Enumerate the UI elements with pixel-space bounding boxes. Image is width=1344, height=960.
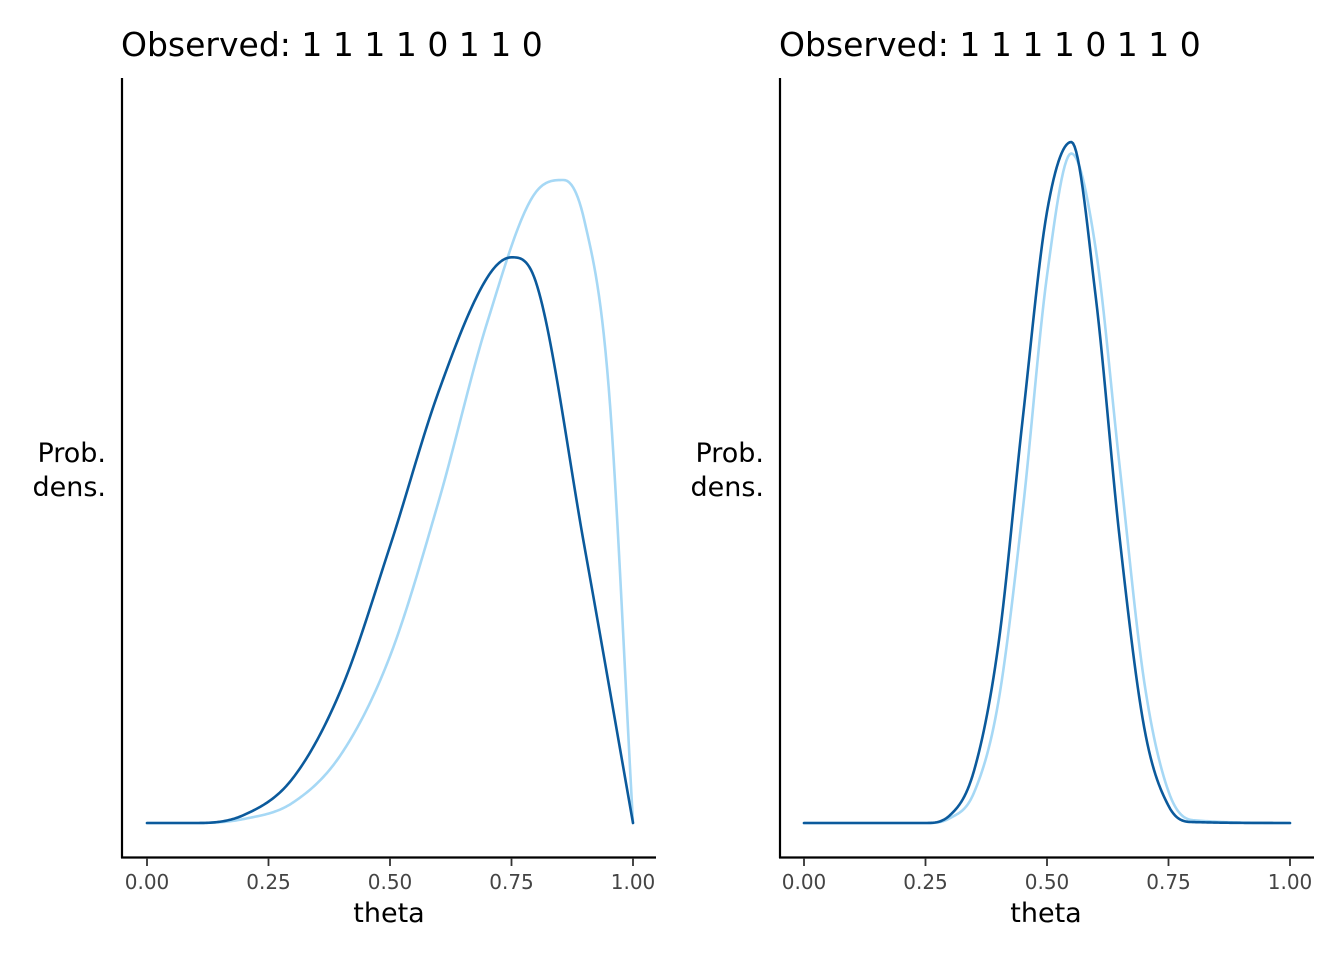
series-light-left [145, 178, 635, 825]
left-panel: Observed: 1 1 1 1 0 1 1 0 0.00 0.25 0.50… [32, 25, 656, 929]
y-axis-label-right-line1: Prob. [695, 438, 764, 469]
x-tick-label-right-3: 0.75 [1146, 870, 1191, 894]
x-tick-label-left-0: 0.00 [125, 870, 170, 894]
x-tick-label-right-0: 0.00 [782, 870, 827, 894]
y-axis-label-right-line2: dens. [690, 472, 764, 503]
y-axis-label-left-line1: Prob. [37, 438, 106, 469]
series-dark-right [802, 140, 1292, 825]
x-tick-label-left-1: 0.25 [246, 870, 291, 894]
x-tick-label-right-4: 1.00 [1268, 870, 1313, 894]
x-axis-label-right: theta [1010, 898, 1081, 929]
x-axis-label-left: theta [353, 898, 424, 929]
x-tick-label-right-2: 0.50 [1025, 870, 1070, 894]
right-panel: Observed: 1 1 1 1 0 1 1 0 0.00 0.25 0.50… [690, 25, 1314, 929]
series-dark-left [145, 256, 635, 825]
series-light-right [802, 152, 1292, 825]
panel-title-left: Observed: 1 1 1 1 0 1 1 0 [121, 25, 543, 64]
x-tick-label-left-4: 1.00 [611, 870, 656, 894]
x-tick-label-left-3: 0.75 [489, 870, 534, 894]
x-tick-label-left-2: 0.50 [368, 870, 413, 894]
y-axis-label-left-line2: dens. [32, 472, 106, 503]
panel-title-right: Observed: 1 1 1 1 0 1 1 0 [779, 25, 1201, 64]
x-tick-label-right-1: 0.25 [903, 870, 948, 894]
